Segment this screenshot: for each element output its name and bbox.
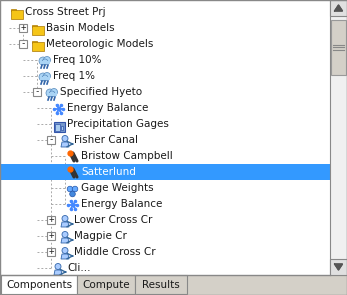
Bar <box>47 232 55 240</box>
Text: Meteorologic Models: Meteorologic Models <box>46 39 153 49</box>
Circle shape <box>62 232 68 237</box>
Text: Energy Balance: Energy Balance <box>67 103 149 113</box>
Bar <box>19 24 27 32</box>
Bar <box>330 0 347 16</box>
Bar <box>330 0 347 275</box>
Circle shape <box>51 88 58 96</box>
Text: -: - <box>20 40 26 48</box>
Polygon shape <box>335 264 342 270</box>
Text: Specified Hyeto: Specified Hyeto <box>60 87 142 97</box>
Polygon shape <box>61 254 69 259</box>
Text: Lower Cross Cr: Lower Cross Cr <box>74 215 152 225</box>
Text: Compute: Compute <box>82 279 130 289</box>
Bar <box>47 136 55 144</box>
Bar <box>331 20 346 75</box>
Bar <box>61 126 63 130</box>
Bar <box>47 248 55 256</box>
Circle shape <box>46 89 54 97</box>
Text: Middle Cross Cr: Middle Cross Cr <box>74 247 155 257</box>
Bar <box>330 259 347 275</box>
Text: -: - <box>48 135 54 145</box>
Polygon shape <box>54 270 62 275</box>
Circle shape <box>70 191 75 197</box>
Circle shape <box>62 216 68 222</box>
Text: Gage Weights: Gage Weights <box>81 183 154 193</box>
Text: +: + <box>48 216 54 224</box>
Bar <box>0 275 347 295</box>
Bar <box>32 40 37 43</box>
Bar <box>55 124 60 131</box>
Text: +: + <box>48 232 54 240</box>
Text: Magpie Cr: Magpie Cr <box>74 231 127 241</box>
Polygon shape <box>61 238 69 243</box>
Text: Components: Components <box>6 279 72 289</box>
Circle shape <box>42 59 48 65</box>
Circle shape <box>43 57 51 63</box>
Bar <box>33 88 41 96</box>
Bar <box>40 77 50 80</box>
Circle shape <box>49 91 55 97</box>
Text: Results: Results <box>142 279 180 289</box>
Circle shape <box>43 73 51 79</box>
Bar <box>40 61 50 64</box>
Bar <box>47 93 57 96</box>
Bar <box>54 122 65 132</box>
Bar <box>11 10 23 19</box>
Circle shape <box>72 186 78 192</box>
Bar <box>77 275 135 294</box>
Text: Energy Balance: Energy Balance <box>81 199 162 209</box>
Text: Freq 10%: Freq 10% <box>53 55 102 65</box>
Text: Freq 1%: Freq 1% <box>53 71 95 81</box>
Text: Cli...: Cli... <box>67 263 91 273</box>
Bar <box>32 24 37 27</box>
Bar <box>135 275 187 294</box>
Circle shape <box>42 75 48 81</box>
Bar <box>19 40 27 48</box>
Text: +: + <box>20 24 26 32</box>
Polygon shape <box>335 5 342 11</box>
Text: Precipitation Gages: Precipitation Gages <box>67 119 169 129</box>
Circle shape <box>55 263 61 270</box>
Text: Bristow Campbell: Bristow Campbell <box>81 151 173 161</box>
Bar <box>0 164 330 180</box>
Bar <box>32 26 44 35</box>
Circle shape <box>62 248 68 253</box>
Text: Cross Street Prj: Cross Street Prj <box>25 7 105 17</box>
Circle shape <box>39 57 47 65</box>
Circle shape <box>62 135 68 142</box>
Bar <box>11 9 16 11</box>
Text: -: - <box>34 88 40 96</box>
Bar <box>47 216 55 224</box>
Bar <box>1 275 77 294</box>
Text: Satterlund: Satterlund <box>81 167 136 177</box>
Text: Basin Models: Basin Models <box>46 23 115 33</box>
Polygon shape <box>61 142 69 147</box>
Polygon shape <box>61 222 69 227</box>
Text: Fisher Canal: Fisher Canal <box>74 135 138 145</box>
Bar <box>32 42 44 51</box>
Text: +: + <box>48 248 54 256</box>
Circle shape <box>67 186 73 192</box>
Circle shape <box>39 73 47 81</box>
